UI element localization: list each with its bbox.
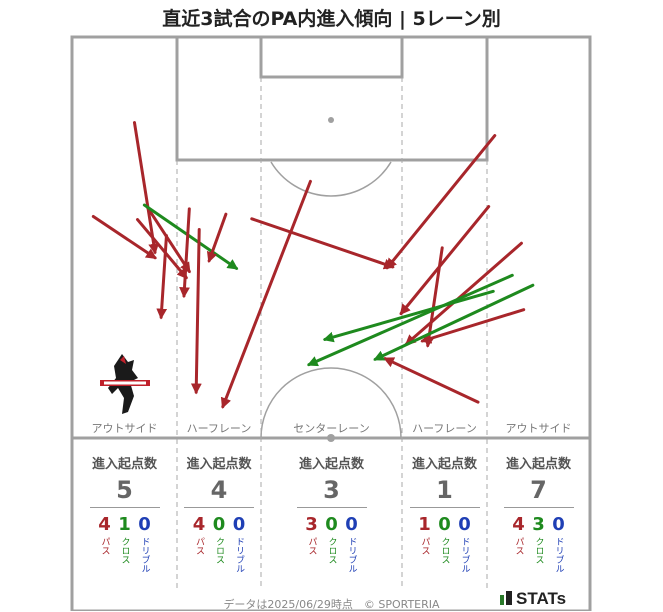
pass-arrow-5 bbox=[156, 234, 168, 320]
lane-2-dribble-count: 0 bbox=[232, 514, 246, 535]
lane-1-pass-label: パス bbox=[99, 537, 110, 555]
lane-2-pass-stat: 4 パス bbox=[190, 514, 208, 556]
center-circle bbox=[260, 367, 402, 439]
lane-4-dribble-count: 0 bbox=[458, 514, 471, 535]
lane-3-cross-count: 0 bbox=[325, 514, 338, 535]
cross-arrow-19 bbox=[322, 289, 495, 343]
lane-2-pass-count: 4 bbox=[192, 514, 206, 535]
lane-2-cross-stat: 0 クロス bbox=[210, 514, 228, 565]
pass-arrow-2 bbox=[132, 121, 160, 255]
pass-arrow-9 bbox=[206, 212, 228, 263]
lane-4-pass-count: 1 bbox=[418, 514, 431, 535]
penalty-spot bbox=[328, 117, 334, 123]
pass-arrow-12 bbox=[385, 134, 497, 270]
lane-3-cross-stat: 0 クロス bbox=[323, 514, 341, 565]
lane-4-cross-count: 0 bbox=[438, 514, 451, 535]
lane-3-pass-count: 3 bbox=[305, 514, 318, 535]
lane-3-cross-label: クロス bbox=[326, 537, 337, 564]
lane-4-dribble-stat: 0 ドリブル bbox=[456, 514, 474, 574]
lane-5-cross-label: クロス bbox=[533, 537, 544, 564]
lane-1-stat-header: 進入起点数 bbox=[91, 457, 157, 472]
lane-4-pass-label: パス bbox=[419, 537, 430, 555]
lane-5-divider bbox=[503, 507, 574, 508]
lane-3-pass-label: パス bbox=[306, 537, 317, 555]
pass-arrow-3 bbox=[136, 218, 188, 280]
lane-dividers bbox=[176, 77, 488, 590]
lane-2-divider bbox=[184, 507, 254, 508]
cross-arrow-20 bbox=[373, 283, 535, 361]
lane-label-2: ハーフレーン bbox=[187, 422, 252, 435]
pass-arrow-17 bbox=[423, 246, 444, 348]
lane-1-dribble-label: ドリブル bbox=[139, 537, 150, 573]
lane-2-total: 4 bbox=[210, 476, 228, 504]
footer-credit: データは2025/06/29時点 © SPORTERIA bbox=[223, 598, 440, 611]
lane-4-cross-stat: 0 クロス bbox=[436, 514, 454, 565]
lane-2-cross-count: 0 bbox=[212, 514, 226, 535]
brand-mark-icon bbox=[500, 591, 512, 605]
lane-label-4: ハーフレーン bbox=[412, 422, 477, 435]
lane-2-stat-header: 進入起点数 bbox=[186, 457, 252, 472]
lane-5-pass-stat: 4 パス bbox=[510, 514, 528, 556]
lane-5-total: 7 bbox=[530, 476, 547, 504]
lane-5-pass-count: 4 bbox=[512, 514, 525, 535]
brand-name: STATs bbox=[516, 589, 567, 608]
club-logo-icon bbox=[100, 354, 150, 414]
pass-arrow-10 bbox=[220, 179, 312, 409]
lane-3-pass-stat: 3 パス bbox=[303, 514, 321, 556]
lane-label-3: センターレーン bbox=[293, 422, 369, 435]
lane-3-dribble-label: ドリブル bbox=[346, 537, 357, 573]
lane-2-pass-label: パス bbox=[194, 537, 204, 555]
pass-arrow-11 bbox=[250, 217, 395, 270]
lane-4-stat-header: 進入起点数 bbox=[411, 457, 477, 472]
lane-5-dribble-count: 0 bbox=[552, 514, 565, 535]
lane-5-dribble-stat: 0 ドリブル bbox=[550, 514, 568, 574]
lane-2-dribble-label: ドリブル bbox=[234, 537, 244, 573]
lane-4-pass-stat: 1 パス bbox=[416, 514, 434, 556]
cross-arrow-6 bbox=[142, 203, 239, 270]
lane-label-5: アウトサイド bbox=[506, 422, 572, 435]
lane-2-cross-label: クロス bbox=[214, 537, 224, 564]
lane-3-divider bbox=[296, 507, 367, 508]
pass-arrow-4 bbox=[145, 205, 191, 274]
chart-title: 直近3試合のPA内進入傾向 | 5レーン別 bbox=[162, 8, 501, 30]
lane-label-1: アウトサイド bbox=[92, 422, 158, 435]
pass-arrow-16 bbox=[383, 357, 480, 404]
lane-3-stat-header: 進入起点数 bbox=[298, 457, 364, 472]
lane-3-dribble-count: 0 bbox=[345, 514, 358, 535]
pass-arrow-7 bbox=[179, 207, 191, 299]
lane-4-dribble-label: ドリブル bbox=[459, 537, 470, 573]
pass-arrow-13 bbox=[404, 241, 523, 346]
penalty-arc bbox=[270, 161, 392, 197]
penalty-area bbox=[175, 35, 489, 162]
lane-5-cross-count: 3 bbox=[532, 514, 545, 535]
lane-1-dribble-count: 0 bbox=[138, 514, 151, 535]
pass-arrow-1 bbox=[91, 214, 157, 260]
pass-arrow-8 bbox=[190, 227, 202, 395]
cross-arrow-18 bbox=[306, 273, 514, 367]
center-spot bbox=[327, 434, 335, 442]
lane-3-total: 3 bbox=[323, 476, 340, 504]
lane-1-pass-count: 4 bbox=[98, 514, 111, 535]
lane-1-dribble-stat: 0 ドリブル bbox=[136, 514, 154, 574]
pass-arrow-14 bbox=[399, 205, 491, 316]
lane-5-pass-label: パス bbox=[513, 537, 524, 555]
lane-5-dribble-label: ドリブル bbox=[553, 537, 564, 573]
lane-5-stat-header: 進入起点数 bbox=[505, 457, 571, 472]
lane-2-dribble-stat: 0 ドリブル bbox=[230, 514, 248, 574]
brand-logo: STATs bbox=[500, 589, 566, 609]
lane-1-divider bbox=[89, 507, 160, 508]
lane-4-total: 1 bbox=[436, 476, 453, 504]
lane-1-cross-count: 1 bbox=[118, 514, 131, 535]
lane-1-cross-label: クロス bbox=[119, 537, 130, 564]
lane-3-dribble-stat: 0 ドリブル bbox=[343, 514, 361, 574]
lane-1-cross-stat: 1 クロス bbox=[116, 514, 134, 565]
lane-1-pass-stat: 4 パス bbox=[96, 514, 114, 556]
lane-5-cross-stat: 3 クロス bbox=[530, 514, 548, 565]
goal-area bbox=[259, 35, 404, 79]
lane-4-cross-label: クロス bbox=[439, 537, 450, 564]
pass-arrow-15 bbox=[420, 308, 526, 344]
lane-1-total: 5 bbox=[116, 476, 133, 504]
lane-4-divider bbox=[409, 507, 480, 508]
